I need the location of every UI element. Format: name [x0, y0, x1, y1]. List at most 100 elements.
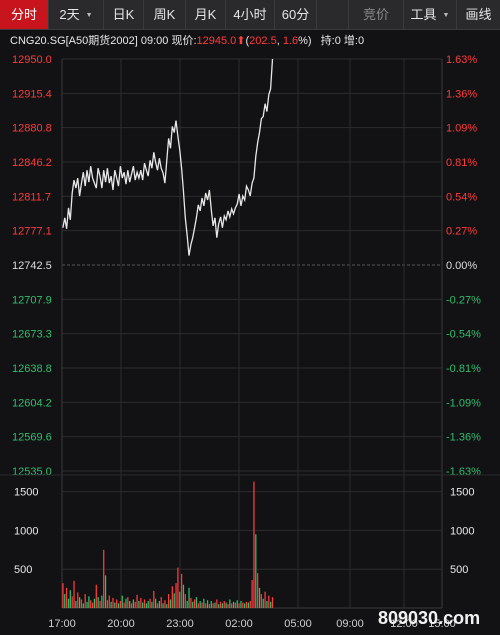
volume-bar: [117, 603, 120, 608]
volume-bar: [114, 602, 116, 608]
volume-bar: [145, 603, 148, 608]
tab-label: 周K: [153, 7, 176, 22]
pct-tick-label: -0.27%: [446, 294, 481, 306]
price-tick-label: 12535.0: [12, 466, 52, 478]
volume-bar: [173, 593, 175, 608]
price-tick-label: 12915.4: [12, 88, 52, 100]
position-value: 0: [334, 35, 341, 47]
volume-bar: [214, 602, 216, 608]
position-label: 持:: [320, 35, 335, 47]
price-label: 现价:: [171, 35, 197, 47]
volume-bar: [219, 601, 222, 608]
volume-bar: [223, 601, 225, 608]
volume-bar: [142, 602, 144, 608]
volume-bar: [125, 598, 127, 608]
time-tick-label: 09:00: [336, 618, 364, 630]
volume-bar: [91, 602, 94, 608]
volume-tick-label-right: 1500: [450, 487, 474, 499]
increase-label: 增:: [343, 35, 358, 47]
dropdown-caret-icon: ▼: [442, 12, 450, 20]
volume-bar: [201, 602, 203, 608]
volume-bar: [180, 573, 183, 608]
volume-bar: [167, 594, 170, 608]
tab-0[interactable]: 分时: [0, 0, 49, 29]
volume-bar: [75, 601, 77, 608]
volume-bar: [71, 596, 73, 608]
volume-bar: [97, 597, 99, 608]
volume-bar: [153, 590, 155, 608]
volume-bar: [130, 603, 133, 608]
toolbar-right-0[interactable]: 竞价: [348, 0, 403, 29]
tab-2[interactable]: 日K: [104, 0, 144, 29]
volume-bar: [106, 600, 109, 608]
chart-toolbar: 分时 2天 ▼ 日K 周K 月K 4小时 60分 竞价 工具 ▼ 画线: [0, 0, 500, 30]
price-change: 202.5: [249, 35, 277, 47]
volume-bar: [212, 603, 214, 608]
up-arrow-icon: ⬆: [236, 35, 246, 47]
volume-bar: [104, 575, 107, 608]
volume-bar: [175, 583, 177, 608]
volume-bar: [171, 586, 173, 608]
watermark-text: 809030.com: [378, 608, 480, 628]
toolbar-right-label: 工具: [410, 7, 437, 22]
tab-3[interactable]: 周K: [144, 0, 186, 29]
pct-tick-label: -1.09%: [446, 397, 481, 409]
volume-bar: [143, 599, 146, 608]
current-price: 12945.0: [196, 35, 237, 47]
volume-bar: [218, 604, 220, 608]
volume-bar: [227, 604, 229, 608]
quote-time: 09:00: [140, 35, 169, 47]
volume-bar: [186, 601, 188, 608]
volume-tick-label: 1500: [14, 487, 38, 499]
volume-bar: [156, 603, 159, 608]
volume-bar: [257, 573, 259, 608]
volume-bar: [101, 595, 103, 608]
volume-bar: [245, 601, 248, 608]
volume-bar: [123, 602, 125, 608]
tab-1[interactable]: 2天 ▼: [49, 0, 104, 29]
tab-label: 月K: [194, 7, 217, 22]
volume-bar: [88, 596, 90, 608]
tab-label: 4小时: [233, 7, 267, 22]
volume-tick-label-right: 1000: [450, 525, 474, 537]
tab-label: 60分: [281, 7, 310, 22]
volume-bar: [208, 604, 211, 608]
volume-bar: [238, 603, 240, 608]
volume-bar: [234, 602, 237, 608]
toolbar-right-1[interactable]: 工具 ▼: [403, 0, 456, 29]
pct-sign: %: [298, 35, 308, 47]
volume-bar: [247, 602, 250, 608]
tab-label: 2天: [59, 7, 80, 22]
tab-4[interactable]: 月K: [186, 0, 226, 29]
volume-bar: [155, 598, 157, 608]
volume-bar: [132, 599, 135, 608]
volume-bar: [67, 598, 70, 608]
price-tick-label: 12673.3: [12, 329, 52, 341]
volume-bar: [210, 601, 212, 608]
price-tick-label: 12811.7: [12, 191, 51, 203]
volume-bar: [197, 603, 199, 608]
quote-info-bar: CNG20.SG[A50期货2002] 09:00 现价:12945.0⬆(20…: [10, 35, 365, 47]
volume-bar: [151, 601, 153, 608]
volume-bar: [179, 591, 181, 608]
volume-bar: [82, 603, 84, 608]
pct-tick-label: -0.81%: [446, 363, 481, 375]
volume-bar: [188, 587, 190, 608]
tab-6[interactable]: 60分: [275, 0, 317, 29]
volume-bar: [69, 590, 71, 608]
volume-bar: [193, 599, 196, 608]
volume-bar: [127, 597, 129, 608]
pct-tick-label: 1.63%: [446, 54, 477, 66]
tab-5[interactable]: 4小时: [226, 0, 275, 29]
volume-bar: [231, 603, 233, 608]
pct-tick-label: 1.36%: [446, 88, 477, 100]
time-tick-label: 12:00: [390, 618, 418, 630]
volume-bar: [80, 599, 83, 608]
volume-bar: [108, 595, 110, 608]
volume-tick-label: 1000: [14, 525, 38, 537]
volume-bar: [266, 601, 268, 608]
volume-bar: [268, 595, 270, 608]
toolbar-right-2[interactable]: 画线: [456, 0, 500, 29]
volume-tick-label: 500: [14, 564, 32, 576]
